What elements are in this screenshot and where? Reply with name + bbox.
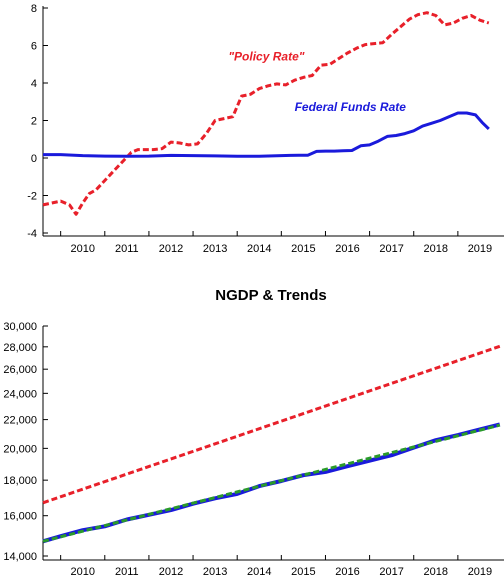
x-tick-label: 2017 (379, 243, 403, 255)
y-tick-label: 18,000 (3, 475, 37, 487)
ngdp-chart: NGDP & Trends 30,000 28,000 26,000 24,000 22… (3, 287, 504, 578)
y-tick-label: 0 (31, 153, 37, 165)
series-annotation: Federal Funds Rate (295, 100, 407, 114)
bottom-series (42, 344, 501, 544)
x-tick-label: 2014 (247, 566, 271, 578)
y-tick-label: 16,000 (3, 511, 37, 523)
y-tick-label: 24,000 (3, 388, 37, 400)
x-tick-label: 2010 (70, 566, 94, 578)
y-tick-label: -4 (27, 228, 37, 240)
y-tick-label: 30,000 (3, 321, 37, 333)
x-tick-label: 2017 (379, 566, 403, 578)
ngdp-lower-trend-line (42, 423, 501, 543)
y-tick-label: 20,000 (3, 443, 37, 455)
top-y-ticks: 8 6 4 2 0 -2 -4 (27, 3, 48, 240)
bottom-x-ticks: 2010 2011 2012 2013 2014 2015 2016 2017 2018 2019 (60, 555, 492, 578)
y-tick-label: 4 (31, 78, 37, 90)
x-tick-label: 2016 (335, 243, 359, 255)
x-tick-label: 2013 (203, 243, 227, 255)
x-tick-label: 2013 (203, 566, 227, 578)
policy-rate-line (42, 11, 490, 216)
x-tick-label: 2016 (335, 566, 359, 578)
federal-funds-rate-line (43, 111, 490, 158)
x-tick-label: 2019 (468, 243, 492, 255)
x-tick-label: 2011 (115, 566, 139, 578)
x-tick-label: 2012 (159, 566, 183, 578)
y-tick-label: 2 (31, 116, 37, 128)
x-tick-label: 2014 (247, 243, 271, 255)
top-x-ticks: 2010 2011 2012 2013 2014 2015 2016 2017 2018 2019 (60, 231, 492, 255)
top-series (42, 11, 490, 216)
top-annotations: "Policy Rate" Federal Funds Rate (228, 50, 406, 115)
y-tick-label: 6 (31, 41, 37, 53)
x-tick-label: 2015 (291, 566, 315, 578)
x-tick-label: 2019 (468, 566, 492, 578)
x-tick-label: 2011 (115, 243, 139, 255)
x-tick-label: 2018 (424, 566, 448, 578)
chart-title: NGDP & Trends (215, 287, 326, 304)
ngdp-upper-trend-line (42, 344, 501, 505)
bottom-y-ticks: 30,000 28,000 26,000 24,000 22,000 20,000 18,0… (3, 321, 48, 563)
y-tick-label: 8 (31, 3, 37, 15)
y-tick-label: 28,000 (3, 342, 37, 354)
series-annotation: "Policy Rate" (228, 50, 304, 64)
y-tick-label: 22,000 (3, 415, 37, 427)
y-tick-label: 14,000 (3, 551, 37, 563)
x-tick-label: 2010 (70, 243, 94, 255)
y-tick-label: 26,000 (3, 364, 37, 376)
x-tick-label: 2015 (291, 243, 315, 255)
y-tick-label: -2 (27, 191, 37, 203)
x-tick-label: 2018 (424, 243, 448, 255)
x-tick-label: 2012 (159, 243, 183, 255)
